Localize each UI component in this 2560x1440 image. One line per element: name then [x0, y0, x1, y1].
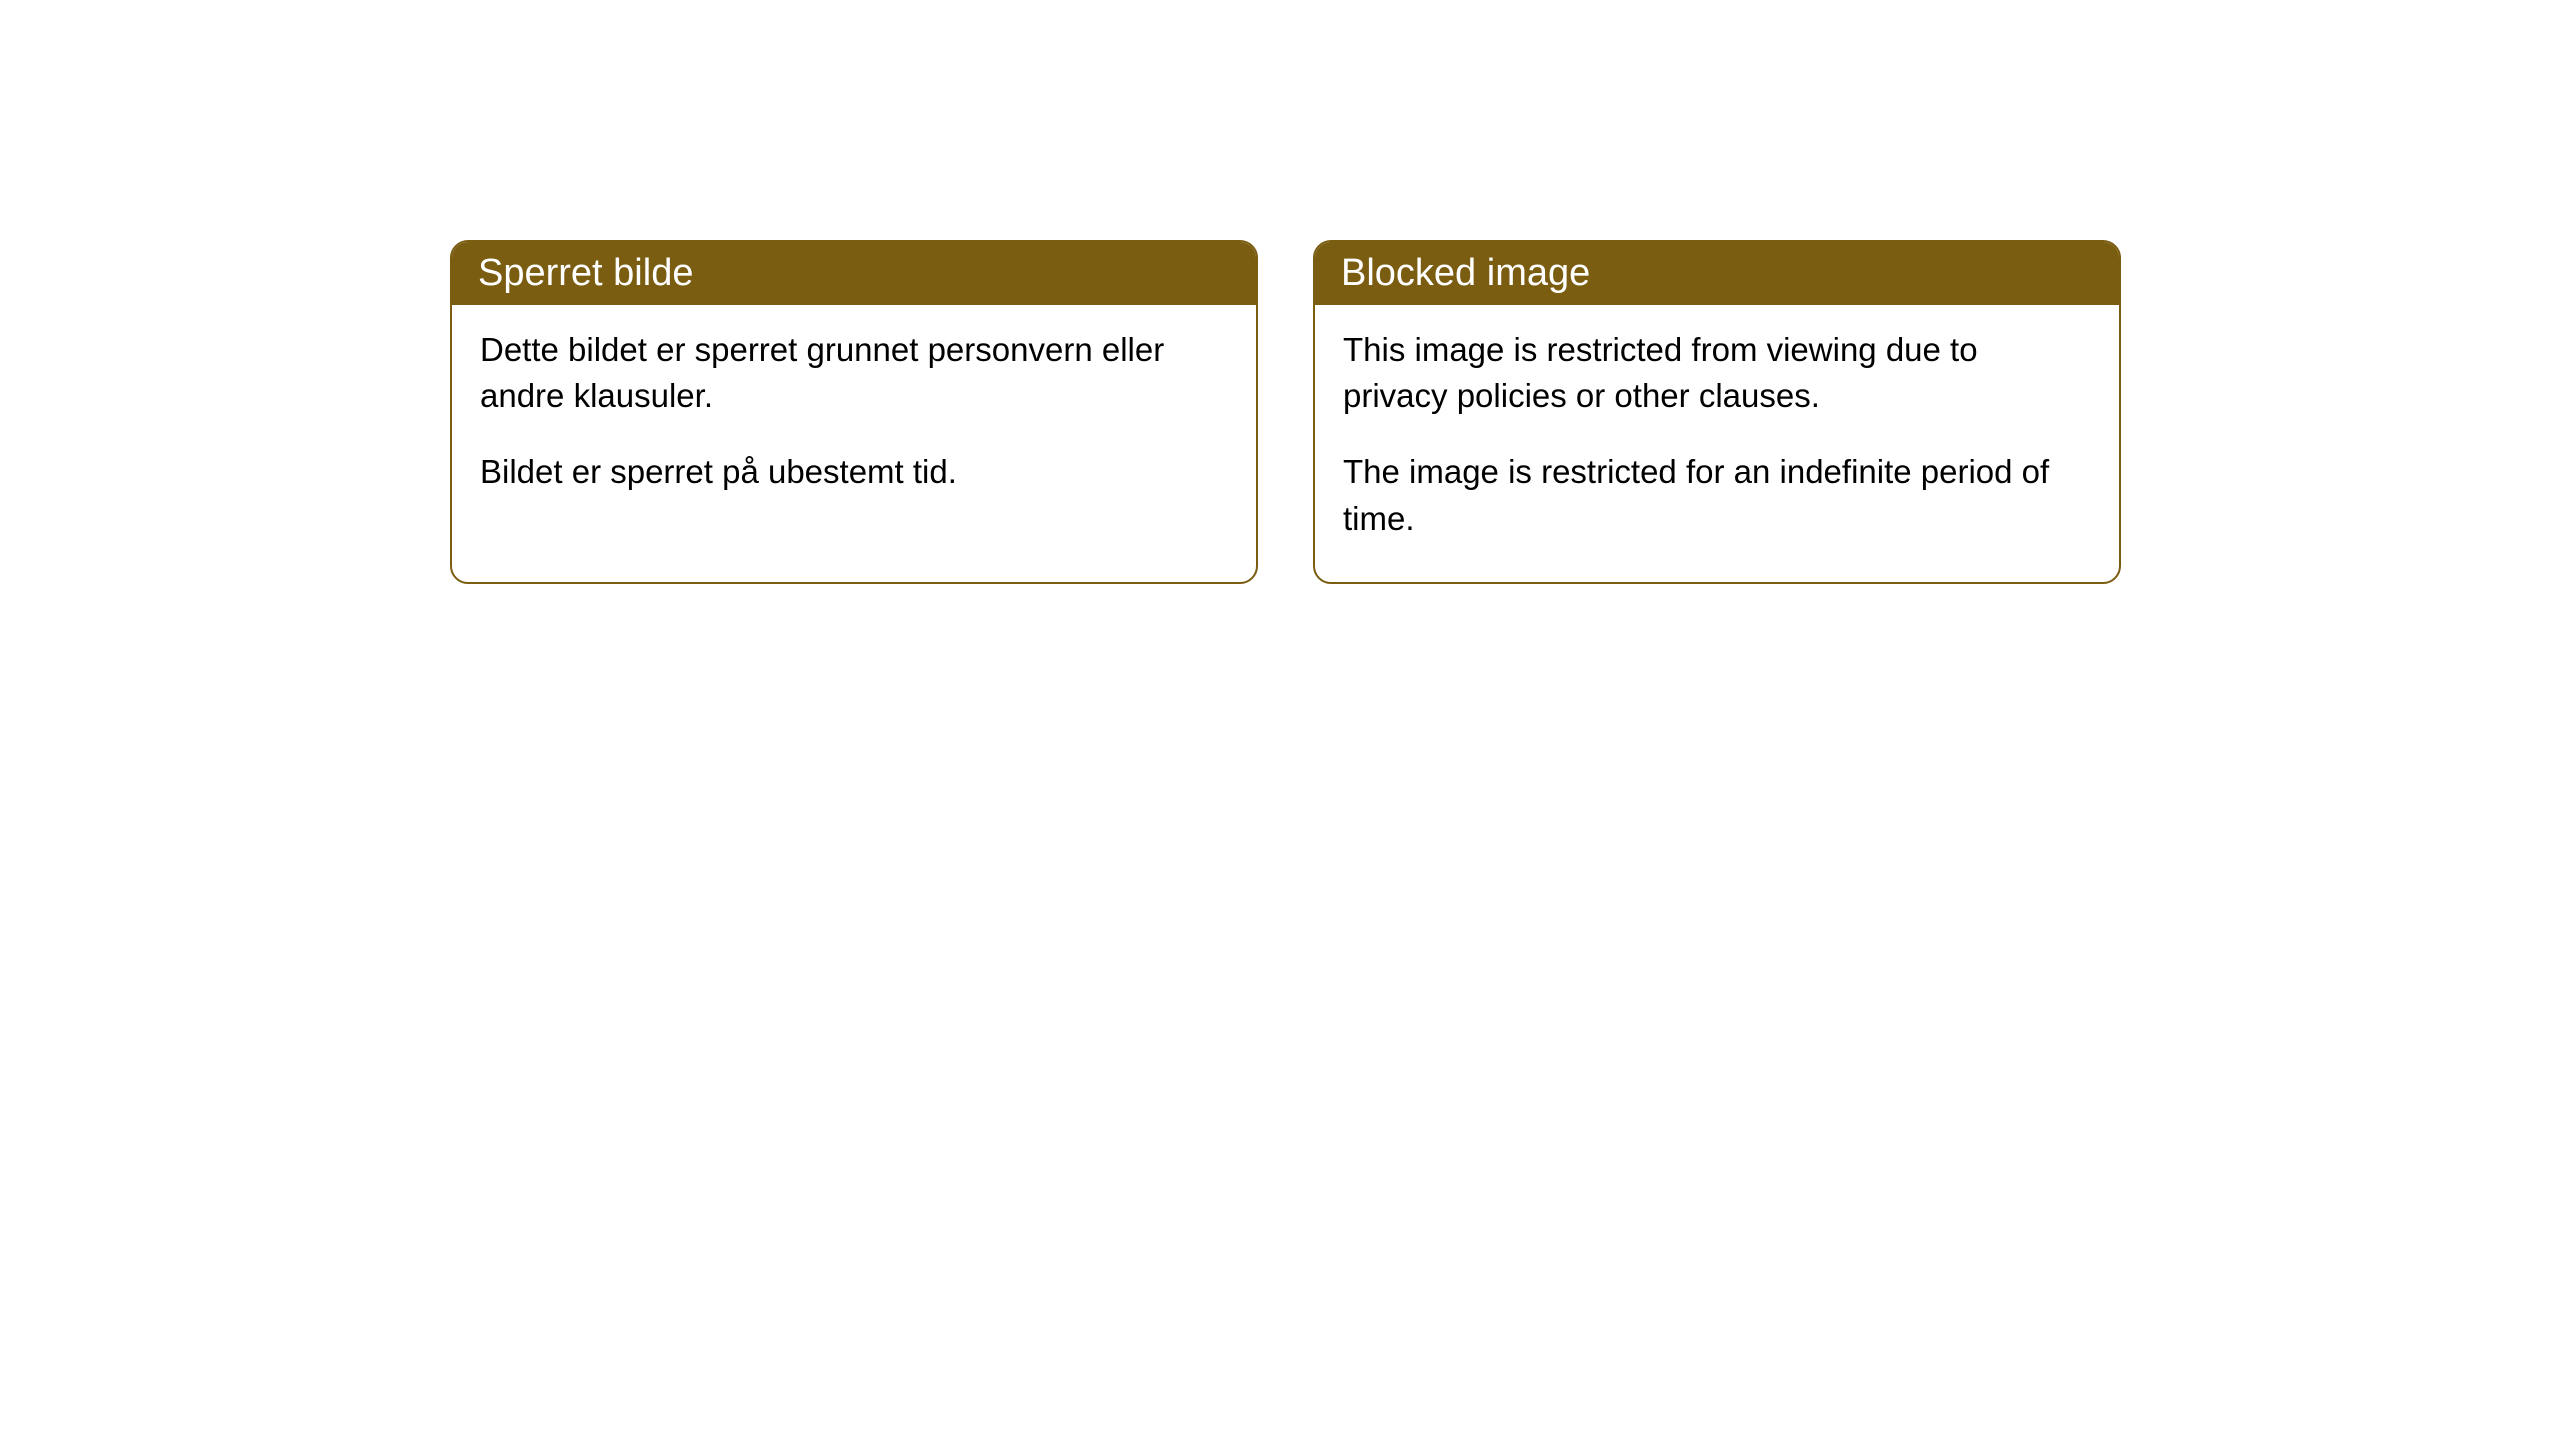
notice-cards-container: Sperret bilde Dette bildet er sperret gr… — [450, 240, 2121, 584]
card-paragraph: This image is restricted from viewing du… — [1343, 327, 2091, 419]
notice-card-english: Blocked image This image is restricted f… — [1313, 240, 2121, 584]
card-header: Blocked image — [1315, 242, 2119, 305]
card-paragraph: Dette bildet er sperret grunnet personve… — [480, 327, 1228, 419]
card-body: Dette bildet er sperret grunnet personve… — [452, 305, 1256, 536]
card-paragraph: The image is restricted for an indefinit… — [1343, 449, 2091, 541]
card-title: Blocked image — [1341, 252, 1590, 294]
card-title: Sperret bilde — [478, 252, 693, 294]
notice-card-norwegian: Sperret bilde Dette bildet er sperret gr… — [450, 240, 1258, 584]
card-header: Sperret bilde — [452, 242, 1256, 305]
card-body: This image is restricted from viewing du… — [1315, 305, 2119, 582]
card-paragraph: Bildet er sperret på ubestemt tid. — [480, 449, 1228, 495]
